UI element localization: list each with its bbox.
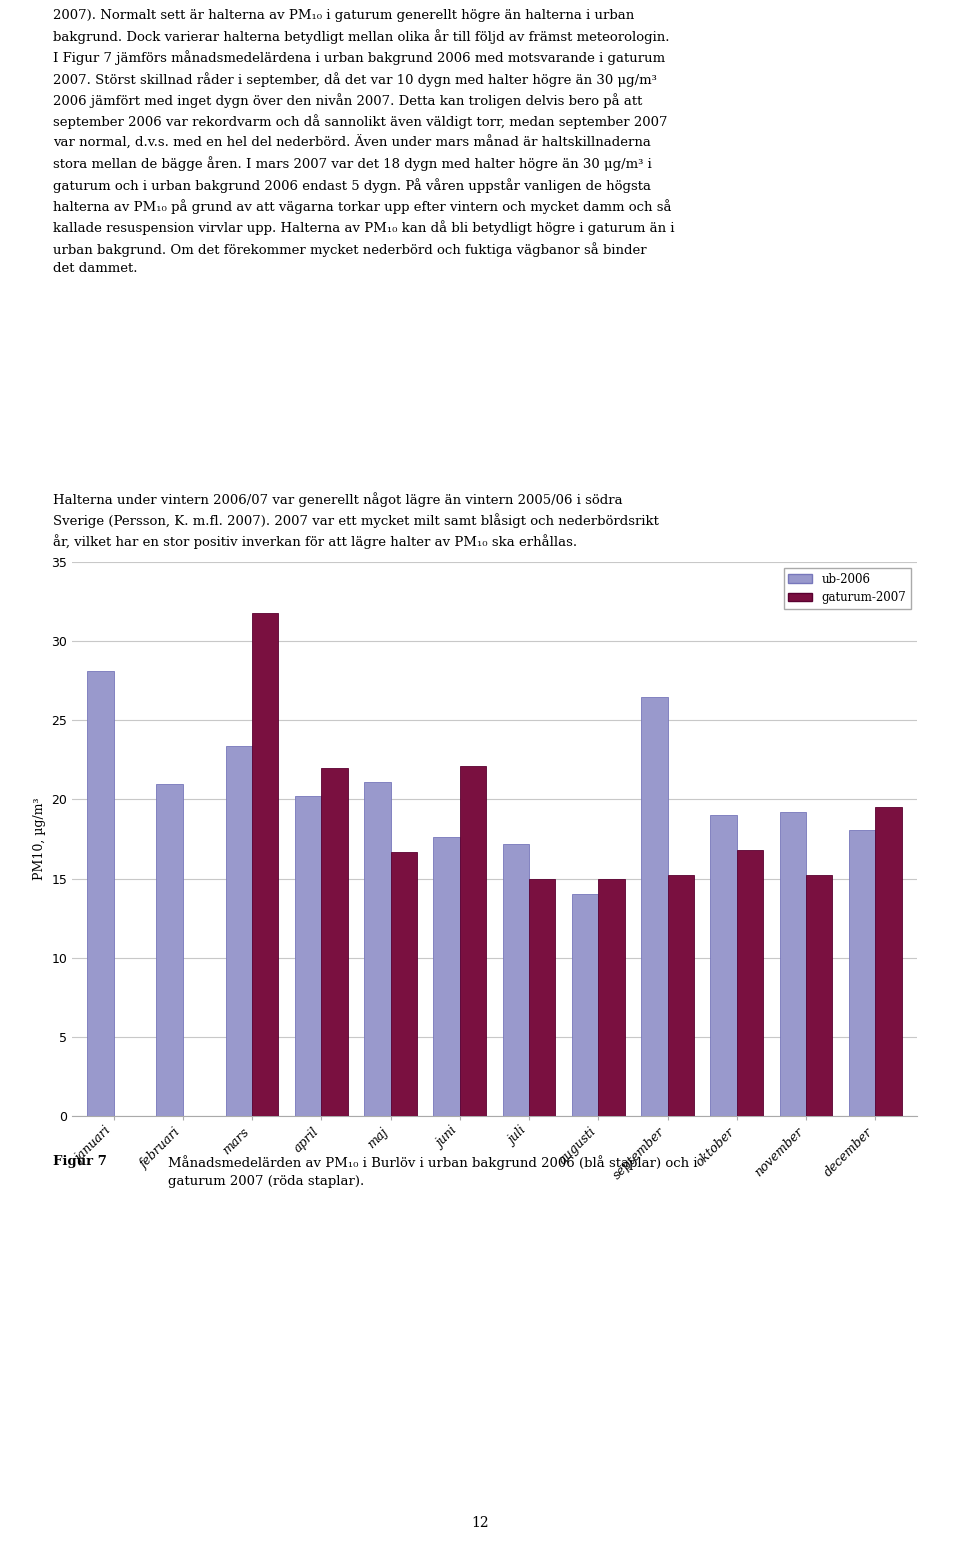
- Bar: [667, 876, 694, 1116]
- Bar: [503, 845, 529, 1116]
- Bar: [156, 784, 182, 1116]
- Bar: [641, 696, 667, 1116]
- Bar: [87, 671, 113, 1116]
- Bar: [710, 815, 736, 1116]
- Bar: [849, 829, 876, 1116]
- Bar: [529, 879, 555, 1116]
- Bar: [434, 837, 460, 1116]
- Bar: [252, 612, 278, 1116]
- Text: Figur 7: Figur 7: [53, 1155, 107, 1168]
- Bar: [226, 746, 252, 1116]
- Bar: [598, 879, 625, 1116]
- Text: 12: 12: [471, 1516, 489, 1530]
- Bar: [322, 768, 348, 1116]
- Legend: ub-2006, gaturum-2007: ub-2006, gaturum-2007: [783, 568, 911, 609]
- Bar: [572, 894, 598, 1116]
- Bar: [364, 782, 391, 1116]
- Text: Halterna under vintern 2006/07 var generellt något lägre än vintern 2005/06 i sö: Halterna under vintern 2006/07 var gener…: [53, 492, 659, 549]
- Bar: [736, 851, 763, 1116]
- Bar: [295, 796, 322, 1116]
- Bar: [460, 766, 486, 1116]
- Bar: [780, 812, 806, 1116]
- Bar: [806, 876, 832, 1116]
- Bar: [876, 807, 901, 1116]
- Bar: [391, 852, 417, 1116]
- Text: 2007). Normalt sett är halterna av PM₁₀ i gaturum generellt högre än halterna i : 2007). Normalt sett är halterna av PM₁₀ …: [53, 9, 674, 275]
- Y-axis label: PM10, µg/m³: PM10, µg/m³: [33, 798, 46, 880]
- Text: Månadsmedelärden av PM₁₀ i Burlöv i urban bakgrund 2006 (blå staplar) och i
gatu: Månadsmedelärden av PM₁₀ i Burlöv i urba…: [168, 1155, 698, 1188]
